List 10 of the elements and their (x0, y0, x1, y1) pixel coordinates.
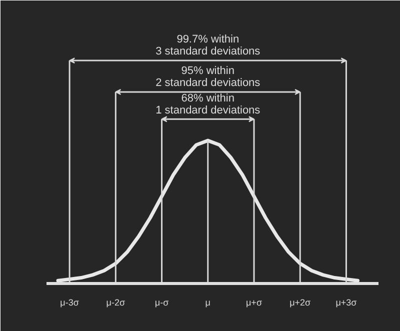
text: 99.7% within 3 standard deviations (156, 34, 261, 58)
x-tick-label: μ+3σ (336, 298, 358, 308)
x-tick-label: μ+σ (246, 298, 262, 308)
x-tick-label: μ (205, 298, 210, 308)
x-tick-label: μ+2σ (290, 298, 312, 308)
text: 95% within 2 standard deviations (156, 65, 261, 90)
x-tick-label: μ-2σ (106, 298, 126, 308)
x-tick-label: μ-3σ (60, 298, 80, 308)
text: 68% within 1 standard deviations (156, 92, 261, 116)
x-tick-label: μ-σ (154, 298, 170, 308)
